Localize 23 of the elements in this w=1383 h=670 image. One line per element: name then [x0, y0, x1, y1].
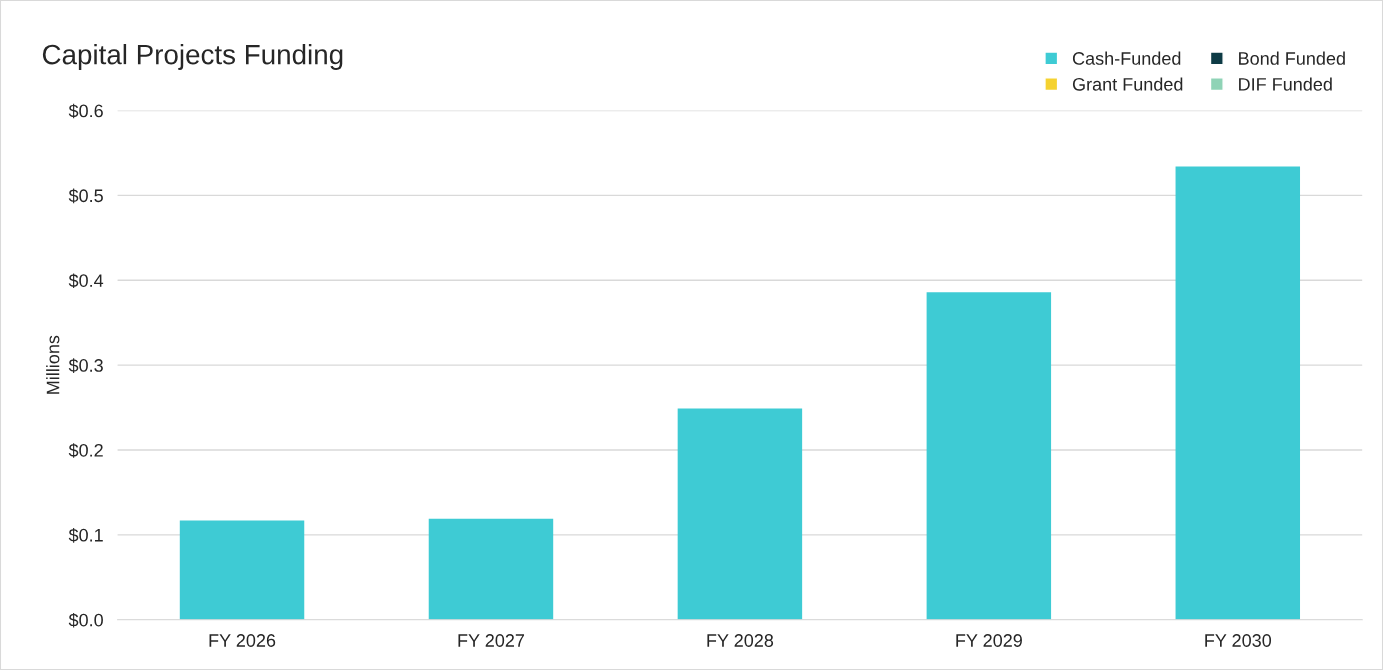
x-tick-label: FY 2028: [707, 634, 774, 647]
bar: [926, 292, 1052, 620]
legend-label: Bond Funded: [1239, 51, 1345, 65]
y-tick-label: $0.3: [68, 358, 103, 373]
bar: [1175, 166, 1301, 620]
bar: [677, 408, 803, 620]
legend-label: DIF Funded: [1239, 77, 1332, 91]
x-tick-label: FY 2027: [458, 634, 525, 647]
chart-title: Capital Projects Funding: [42, 44, 343, 70]
y-tick-label: $0.5: [68, 188, 103, 204]
x-tick-label: FY 2030: [1205, 634, 1272, 647]
y-tick-label: $0.1: [68, 528, 103, 543]
x-tick-label: FY 2026: [209, 634, 276, 647]
bar: [428, 518, 554, 620]
legend-label: Cash-Funded: [1072, 51, 1181, 65]
y-tick-label: $0.4: [68, 273, 104, 289]
y-tick-label: $0.0: [68, 612, 103, 628]
legend-label: Grant Funded: [1072, 77, 1183, 91]
y-axis-title: Millions: [46, 335, 60, 394]
y-tick-label: $0.2: [68, 443, 103, 458]
bar: [179, 520, 305, 620]
x-tick-label: FY 2029: [956, 634, 1022, 647]
y-tick-label: $0.6: [68, 103, 103, 119]
